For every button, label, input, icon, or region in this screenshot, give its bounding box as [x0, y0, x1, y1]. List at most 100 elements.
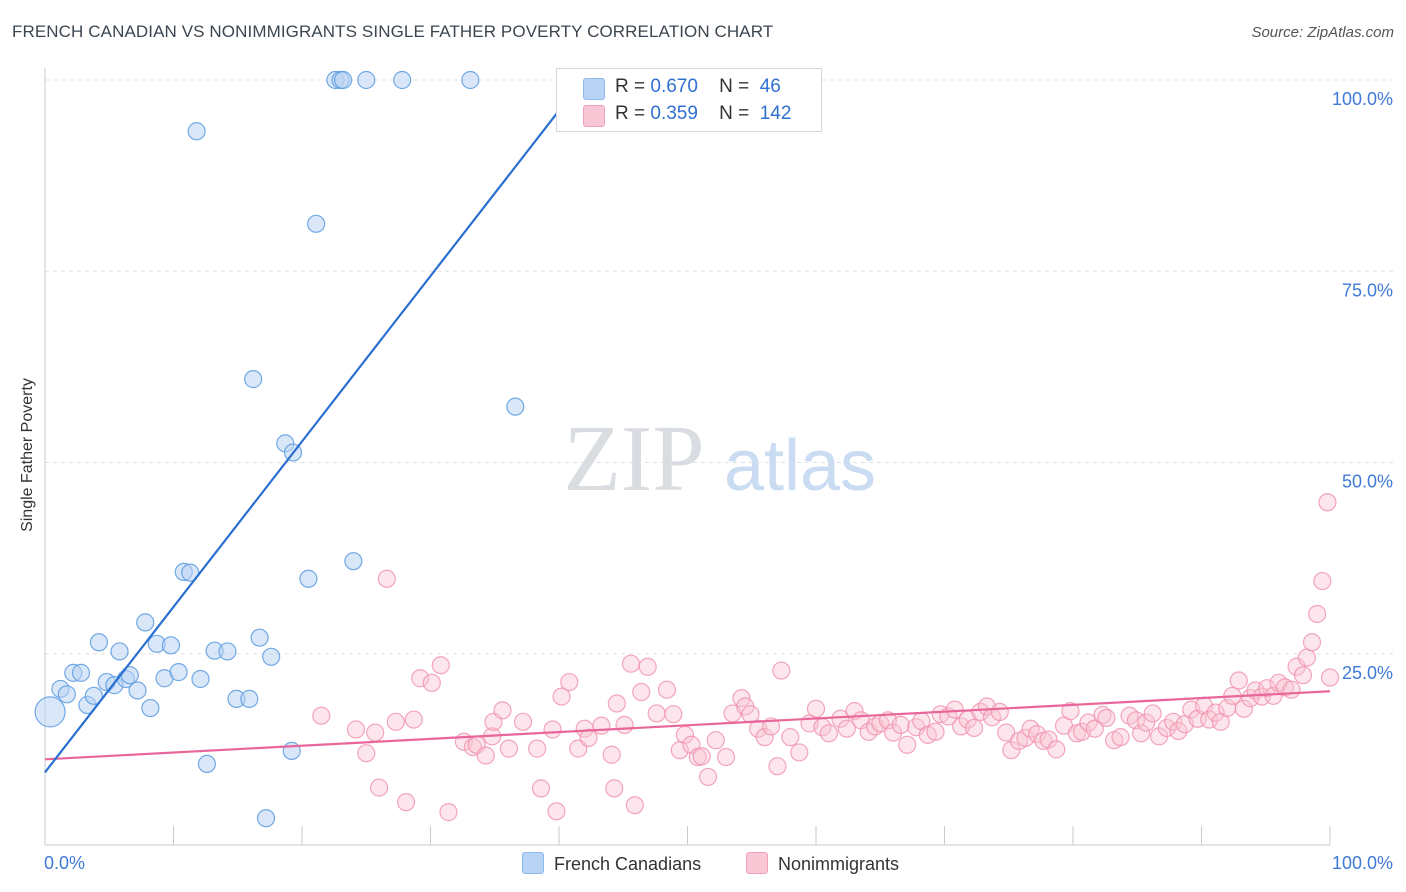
- data-point-nonimmigrants: [1229, 671, 1248, 690]
- data-point-nonimmigrants: [1318, 493, 1337, 512]
- x-tick-label-min: 0.0%: [44, 853, 85, 873]
- data-point-french-canadians: [250, 628, 269, 647]
- data-point-french-canadians: [169, 663, 188, 682]
- watermark: ZIP atlas: [564, 407, 877, 511]
- watermark-atlas: atlas: [724, 426, 876, 506]
- data-point-nonimmigrants: [531, 779, 551, 798]
- legend-r-value: 0.359: [650, 103, 698, 124]
- data-point-nonimmigrants: [883, 723, 903, 742]
- data-point-french-canadians: [218, 642, 237, 661]
- data-point-nonimmigrants: [1200, 710, 1219, 729]
- data-point-french-canadians: [307, 214, 326, 233]
- data-point-nonimmigrants: [657, 680, 677, 699]
- data-point-nonimmigrants: [837, 719, 856, 738]
- data-point-nonimmigrants: [1282, 680, 1301, 699]
- data-point-french-canadians: [89, 633, 109, 652]
- data-point-nonimmigrants: [1297, 648, 1316, 667]
- data-point-nonimmigrants: [781, 728, 800, 747]
- data-point-french-canadians: [84, 686, 103, 705]
- data-point-nonimmigrants: [1137, 713, 1156, 732]
- data-point-french-canadians: [187, 122, 206, 141]
- bottom-legend-swatch-pink: [746, 852, 768, 874]
- data-point-french-canadians: [197, 754, 217, 774]
- data-point-nonimmigrants: [647, 704, 666, 723]
- legend-swatch-pink: [583, 105, 605, 127]
- data-point-nonimmigrants: [1002, 741, 1021, 760]
- bottom-legend-label: Nonimmigrants: [778, 854, 900, 874]
- data-point-nonimmigrants: [772, 661, 791, 680]
- data-point-nonimmigrants: [547, 802, 566, 821]
- data-point-nonimmigrants: [404, 710, 423, 729]
- data-point-nonimmigrants: [1143, 704, 1162, 723]
- data-point-nonimmigrants: [579, 728, 598, 748]
- data-point-nonimmigrants: [716, 747, 736, 767]
- data-point-nonimmigrants: [607, 694, 626, 713]
- data-point-nonimmigrants: [1302, 633, 1322, 652]
- trend-line-french-canadians: [44, 109, 560, 773]
- data-point-french-canadians: [34, 696, 66, 728]
- data-point-french-canadians: [357, 70, 376, 90]
- y-axis-label: Single Father Poverty: [19, 378, 36, 532]
- legend-n-label: N =: [719, 103, 750, 124]
- data-point-french-canadians: [262, 647, 281, 666]
- trend-line-nonimmigrants: [44, 690, 1331, 761]
- data-point-french-canadians: [344, 552, 363, 571]
- data-point-nonimmigrants: [357, 744, 376, 763]
- data-point-nonimmigrants: [755, 728, 774, 747]
- data-point-nonimmigrants: [664, 705, 683, 724]
- data-point-french-canadians: [161, 636, 181, 655]
- data-point-nonimmigrants: [1085, 719, 1104, 738]
- data-point-nonimmigrants: [439, 803, 458, 822]
- trend-lines: [44, 109, 1331, 773]
- data-point-nonimmigrants: [1169, 721, 1188, 741]
- data-point-nonimmigrants: [806, 699, 826, 718]
- data-point-nonimmigrants: [1039, 730, 1058, 749]
- data-point-nonimmigrants: [926, 722, 945, 741]
- data-point-nonimmigrants: [1234, 699, 1254, 718]
- data-point-nonimmigrants: [1016, 728, 1035, 748]
- data-point-nonimmigrants: [732, 689, 751, 708]
- data-point-nonimmigrants: [592, 716, 611, 735]
- data-point-french-canadians: [299, 569, 318, 588]
- data-point-nonimmigrants: [621, 654, 641, 673]
- data-point-nonimmigrants: [1164, 712, 1183, 731]
- data-point-nonimmigrants: [997, 723, 1016, 742]
- data-point-nonimmigrants: [964, 718, 984, 738]
- french-canadians-points: [34, 70, 525, 828]
- data-point-nonimmigrants: [602, 745, 621, 764]
- data-point-nonimmigrants: [386, 712, 405, 731]
- data-point-nonimmigrants: [312, 706, 331, 725]
- data-point-french-canadians: [506, 397, 525, 416]
- legend-r-label: R =: [615, 76, 646, 97]
- nonimmigrants-points: [312, 493, 1340, 822]
- gridlines: [45, 79, 1394, 655]
- data-point-nonimmigrants: [411, 669, 430, 688]
- data-point-french-canadians: [256, 809, 276, 828]
- data-point-nonimmigrants: [768, 757, 787, 776]
- chart-title: FRENCH CANADIAN VS NONIMMIGRANTS SINGLE …: [12, 22, 774, 41]
- data-point-nonimmigrants: [1120, 706, 1139, 725]
- data-point-nonimmigrants: [706, 731, 725, 750]
- legend-r-label: R =: [615, 103, 646, 124]
- data-point-nonimmigrants: [377, 569, 396, 588]
- data-point-nonimmigrants: [499, 739, 518, 758]
- data-point-nonimmigrants: [790, 743, 809, 762]
- data-point-french-canadians: [334, 70, 353, 90]
- data-point-nonimmigrants: [990, 702, 1009, 721]
- data-point-nonimmigrants: [396, 793, 416, 812]
- y-tick-label: 75.0%: [1342, 280, 1393, 300]
- y-tick-label: 25.0%: [1342, 663, 1393, 683]
- data-point-french-canadians: [244, 370, 263, 389]
- data-point-nonimmigrants: [1320, 668, 1340, 687]
- data-point-french-canadians: [141, 698, 160, 718]
- x-tick-label-max: 100.0%: [1332, 853, 1393, 873]
- data-point-nonimmigrants: [698, 767, 718, 787]
- legend-swatch-blue: [583, 78, 605, 100]
- data-point-nonimmigrants: [1308, 604, 1327, 624]
- data-point-nonimmigrants: [819, 724, 838, 743]
- data-point-french-canadians: [71, 663, 91, 682]
- data-point-nonimmigrants: [1061, 702, 1080, 721]
- data-point-nonimmigrants: [692, 747, 711, 766]
- data-point-nonimmigrants: [615, 715, 634, 734]
- bottom-legend-french-canadians: French Canadians: [522, 852, 701, 875]
